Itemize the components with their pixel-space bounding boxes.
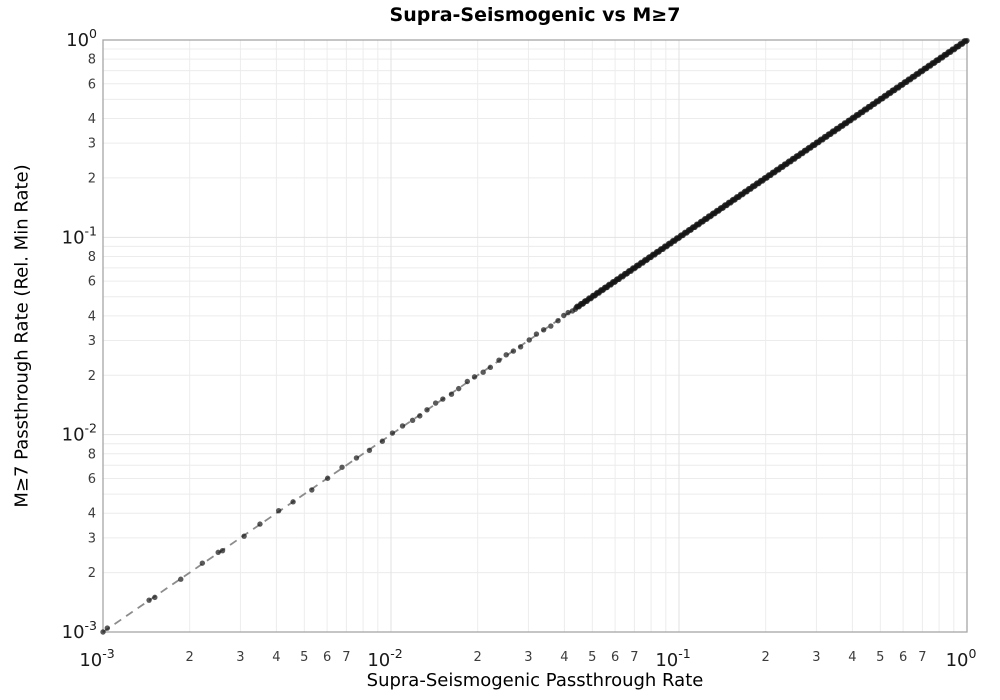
data-point bbox=[219, 547, 226, 554]
data-point bbox=[533, 331, 540, 337]
x-minor-tick-label: 5 bbox=[300, 650, 308, 665]
y-minor-tick-label: 3 bbox=[88, 531, 96, 546]
plot-spines bbox=[102, 39, 968, 633]
data-point bbox=[496, 357, 502, 363]
data-point bbox=[455, 385, 462, 392]
data-point bbox=[309, 487, 315, 493]
y-major-tick-label: 10-2 bbox=[62, 421, 97, 446]
data-point bbox=[448, 391, 455, 397]
data-point bbox=[471, 374, 478, 380]
data-point bbox=[353, 455, 360, 461]
data-point bbox=[152, 594, 158, 601]
x-minor-tick-label: 3 bbox=[524, 650, 532, 665]
x-minor-tick-label: 7 bbox=[630, 650, 638, 665]
y-minor-tick-label: 2 bbox=[88, 171, 96, 186]
data-point bbox=[399, 423, 406, 429]
x-minor-tick-label: 6 bbox=[323, 650, 331, 665]
y-minor-tick-label: 2 bbox=[88, 566, 96, 581]
data-point bbox=[241, 533, 247, 539]
y-minor-tick-label: 2 bbox=[88, 369, 96, 384]
y-minor-tick-label: 4 bbox=[88, 309, 96, 324]
data-point bbox=[146, 597, 152, 603]
x-minor-tick-label: 3 bbox=[812, 650, 820, 665]
data-point bbox=[503, 352, 509, 358]
data-point bbox=[555, 318, 561, 324]
data-point bbox=[540, 327, 547, 333]
data-point bbox=[409, 417, 416, 423]
y-major-tick-label: 100 bbox=[66, 26, 97, 51]
data-point bbox=[510, 348, 517, 354]
data-point bbox=[517, 344, 524, 350]
x-major-tick-label: 100 bbox=[946, 646, 977, 671]
data-point bbox=[487, 364, 494, 371]
x-minor-tick-label: 6 bbox=[611, 650, 619, 665]
data-point bbox=[561, 312, 567, 319]
data-point bbox=[339, 464, 345, 470]
minor-gridlines bbox=[103, 40, 967, 632]
chart-title: Supra-Seismogenic vs M≥7 bbox=[389, 4, 681, 26]
y-minor-tick-label: 6 bbox=[88, 77, 96, 92]
y-minor-tick-label: 6 bbox=[88, 472, 96, 487]
y-minor-tick-label: 4 bbox=[88, 507, 96, 522]
data-point bbox=[526, 337, 532, 343]
x-minor-tick-label: 5 bbox=[588, 650, 596, 665]
data-point bbox=[565, 309, 571, 316]
x-minor-tick-label: 7 bbox=[918, 650, 926, 665]
x-axis-label: Supra-Seismogenic Passthrough Rate bbox=[366, 670, 704, 691]
y-minor-tick-label: 4 bbox=[88, 112, 96, 127]
x-minor-tick-label: 6 bbox=[899, 650, 907, 665]
x-minor-tick-label: 7 bbox=[342, 650, 350, 665]
data-point bbox=[275, 507, 282, 514]
data-point bbox=[199, 560, 206, 566]
y-minor-tick-label: 8 bbox=[88, 250, 96, 265]
y-major-tick-label: 10-3 bbox=[62, 618, 97, 643]
data-point bbox=[100, 629, 106, 635]
x-minor-tick-label: 4 bbox=[272, 650, 280, 665]
data-point bbox=[324, 475, 331, 481]
data-point bbox=[440, 396, 446, 402]
x-major-tick-label: 10-1 bbox=[655, 646, 690, 671]
major-gridlines bbox=[103, 40, 967, 632]
data-point bbox=[379, 438, 386, 444]
data-point bbox=[290, 499, 296, 505]
data-point bbox=[480, 369, 486, 375]
data-point bbox=[389, 430, 396, 436]
y-minor-tick-label: 3 bbox=[88, 137, 96, 152]
data-point bbox=[464, 378, 471, 385]
x-major-tick-label: 10-3 bbox=[79, 646, 114, 671]
x-minor-tick-label: 5 bbox=[876, 650, 884, 665]
data-point bbox=[178, 576, 184, 582]
x-minor-tick-label: 2 bbox=[474, 650, 482, 665]
data-point bbox=[964, 37, 970, 44]
y-minor-tick-label: 6 bbox=[88, 275, 96, 290]
x-minor-tick-label: 3 bbox=[236, 650, 244, 665]
y-major-tick-label: 10-1 bbox=[62, 223, 97, 248]
scatter-series bbox=[100, 37, 970, 635]
data-point bbox=[417, 413, 423, 419]
x-minor-tick-label: 2 bbox=[762, 650, 770, 665]
data-point bbox=[104, 625, 111, 631]
data-point bbox=[215, 549, 221, 556]
y-minor-tick-label: 8 bbox=[88, 53, 96, 68]
data-point bbox=[424, 407, 430, 413]
x-minor-tick-label: 2 bbox=[186, 650, 194, 665]
data-point bbox=[366, 447, 373, 453]
data-point bbox=[432, 400, 439, 406]
y-minor-tick-label: 8 bbox=[88, 447, 96, 462]
y-axis-label: M≥7 Passthrough Rate (Rel. Min Rate) bbox=[11, 164, 33, 508]
data-point bbox=[548, 323, 554, 329]
x-major-tick-label: 10-2 bbox=[367, 646, 402, 671]
x-minor-tick-label: 4 bbox=[848, 650, 856, 665]
data-point bbox=[257, 521, 263, 527]
y-minor-tick-label: 3 bbox=[88, 334, 96, 349]
x-minor-tick-label: 4 bbox=[560, 650, 568, 665]
